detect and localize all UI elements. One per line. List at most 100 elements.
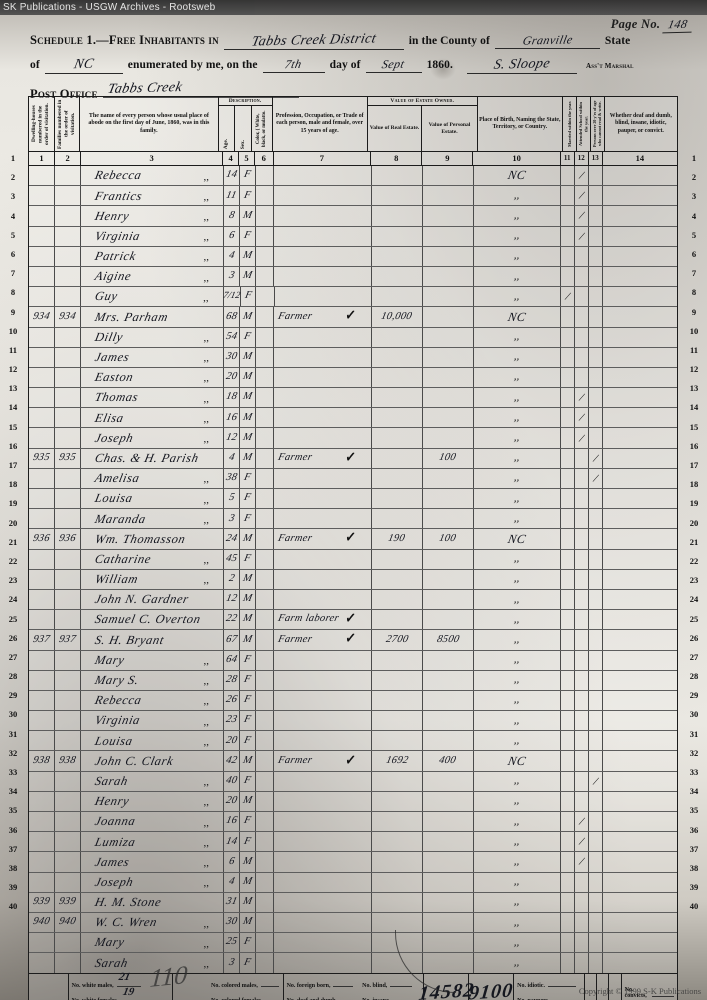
- cell-married-this-year[interactable]: [561, 892, 575, 912]
- cell-cannot-read-write[interactable]: [589, 226, 603, 246]
- cell-dwelling-number[interactable]: [29, 489, 56, 509]
- cell-name[interactable]: Sarah,,: [81, 771, 224, 791]
- cell-sex[interactable]: M: [240, 589, 256, 610]
- cell-occupation[interactable]: Farmer ✓: [274, 751, 372, 771]
- cell-age[interactable]: 11: [224, 186, 240, 206]
- cell-sex[interactable]: M: [240, 347, 256, 367]
- cell-family-number[interactable]: [55, 953, 82, 973]
- table-row[interactable]: 937 937 S. H. Bryant 67 M Farmer ✓ 2700 8500,,: [29, 630, 677, 651]
- cell-age[interactable]: 4: [224, 448, 240, 468]
- cell-color[interactable]: [256, 670, 275, 690]
- cell-personal-estate[interactable]: [423, 812, 474, 832]
- cell-name[interactable]: Louisa,,: [81, 489, 224, 509]
- cell-sex[interactable]: M: [240, 872, 256, 892]
- cell-sex[interactable]: F: [240, 489, 256, 509]
- cell-attended-school[interactable]: [575, 307, 589, 327]
- cell-dwelling-number[interactable]: [29, 206, 56, 226]
- cell-married-this-year[interactable]: [561, 610, 575, 630]
- cell-married-this-year[interactable]: [561, 367, 575, 388]
- cell-infirmity[interactable]: [603, 731, 677, 750]
- cell-infirmity[interactable]: [603, 671, 677, 690]
- cell-family-number[interactable]: [55, 388, 82, 408]
- cell-infirmity[interactable]: [603, 711, 677, 730]
- cell-family-number[interactable]: [55, 367, 82, 388]
- cell-age[interactable]: 4: [224, 872, 240, 892]
- cell-color[interactable]: [256, 489, 275, 509]
- cell-age[interactable]: 3: [224, 953, 240, 973]
- cell-family-number[interactable]: [55, 206, 82, 226]
- cell-infirmity[interactable]: [603, 893, 677, 912]
- cell-attended-school[interactable]: [575, 367, 589, 388]
- table-row[interactable]: 940 940 W. C. Wren,, 30 M,,: [29, 912, 677, 934]
- cell-occupation[interactable]: Farmer ✓: [274, 307, 372, 327]
- cell-personal-estate[interactable]: 8500: [423, 630, 474, 650]
- cell-family-number[interactable]: [55, 791, 82, 811]
- cell-attended-school[interactable]: /: [575, 428, 589, 448]
- cell-cannot-read-write[interactable]: /: [589, 448, 603, 468]
- cell-cannot-read-write[interactable]: [589, 892, 603, 912]
- cell-age[interactable]: 67: [224, 630, 240, 650]
- district-field[interactable]: Tabbs Creek District: [223, 31, 404, 50]
- cell-birthplace[interactable]: ,,: [474, 892, 561, 912]
- cell-sex[interactable]: F: [240, 953, 256, 973]
- cell-color[interactable]: [256, 166, 275, 186]
- cell-age[interactable]: 25: [224, 933, 240, 953]
- cell-sex[interactable]: M: [240, 791, 256, 811]
- cell-infirmity[interactable]: [603, 287, 677, 306]
- cell-birthplace[interactable]: ,,: [474, 630, 561, 650]
- cell-infirmity[interactable]: [603, 772, 677, 791]
- cell-dwelling-number[interactable]: [29, 327, 56, 347]
- cell-attended-school[interactable]: [575, 711, 589, 731]
- cell-real-estate[interactable]: [372, 771, 423, 791]
- cell-attended-school[interactable]: [575, 327, 589, 347]
- cell-infirmity[interactable]: [603, 550, 677, 569]
- cell-sex[interactable]: F: [240, 812, 256, 832]
- cell-cannot-read-write[interactable]: [589, 428, 603, 448]
- cell-sex[interactable]: M: [240, 307, 256, 327]
- cell-age[interactable]: 14: [224, 166, 240, 186]
- cell-occupation[interactable]: [274, 509, 372, 529]
- cell-sex[interactable]: M: [240, 388, 256, 408]
- cell-married-this-year[interactable]: [561, 670, 575, 690]
- cell-married-this-year[interactable]: [561, 327, 575, 347]
- convict-field[interactable]: [651, 988, 674, 997]
- cell-family-number[interactable]: [55, 670, 82, 690]
- cell-name[interactable]: Louisa,,: [81, 731, 224, 751]
- cell-age[interactable]: 18: [224, 388, 240, 408]
- cell-real-estate[interactable]: [372, 832, 423, 852]
- cell-cannot-read-write[interactable]: /: [589, 771, 603, 791]
- cell-birthplace[interactable]: ,,: [474, 912, 561, 933]
- cell-sex[interactable]: F: [240, 166, 256, 186]
- cell-birthplace[interactable]: ,,: [474, 468, 561, 488]
- cell-real-estate[interactable]: [372, 812, 423, 832]
- cell-cannot-read-write[interactable]: [589, 246, 603, 266]
- cell-birthplace[interactable]: ,,: [474, 933, 561, 953]
- cell-color[interactable]: [256, 509, 275, 529]
- cell-dwelling-number[interactable]: 937: [29, 630, 56, 650]
- cell-cannot-read-write[interactable]: [589, 610, 603, 630]
- cell-personal-estate[interactable]: 400: [423, 751, 474, 771]
- cell-birthplace[interactable]: ,,: [474, 812, 561, 832]
- cell-dwelling-number[interactable]: [29, 246, 56, 266]
- cell-personal-estate[interactable]: [423, 226, 474, 246]
- cell-personal-estate[interactable]: [423, 711, 474, 731]
- cell-real-estate[interactable]: [372, 246, 423, 266]
- cell-attended-school[interactable]: [575, 529, 589, 549]
- blind-field[interactable]: [390, 978, 413, 987]
- cell-occupation[interactable]: Farmer ✓: [274, 448, 372, 468]
- cell-real-estate[interactable]: [372, 569, 423, 589]
- cell-married-this-year[interactable]: [561, 912, 575, 933]
- table-row[interactable]: 939 939 H. M. Stone 31 M,,: [29, 892, 677, 913]
- cell-color[interactable]: [256, 287, 275, 307]
- cell-age[interactable]: 28: [224, 670, 240, 690]
- cell-married-this-year[interactable]: [561, 408, 575, 428]
- cell-name[interactable]: Joseph,,: [81, 428, 224, 448]
- cell-name[interactable]: Joseph,,: [81, 872, 224, 892]
- cell-dwelling-number[interactable]: 935: [29, 448, 56, 468]
- cell-married-this-year[interactable]: [561, 690, 575, 711]
- cell-occupation[interactable]: [274, 872, 372, 892]
- table-row[interactable]: 934 934 Mrs. Parham 68 M Farmer ✓ 10,000 NC: [29, 307, 677, 328]
- cell-family-number[interactable]: 938: [55, 751, 82, 771]
- cell-cannot-read-write[interactable]: /: [589, 468, 603, 488]
- cell-age[interactable]: 40: [224, 771, 240, 791]
